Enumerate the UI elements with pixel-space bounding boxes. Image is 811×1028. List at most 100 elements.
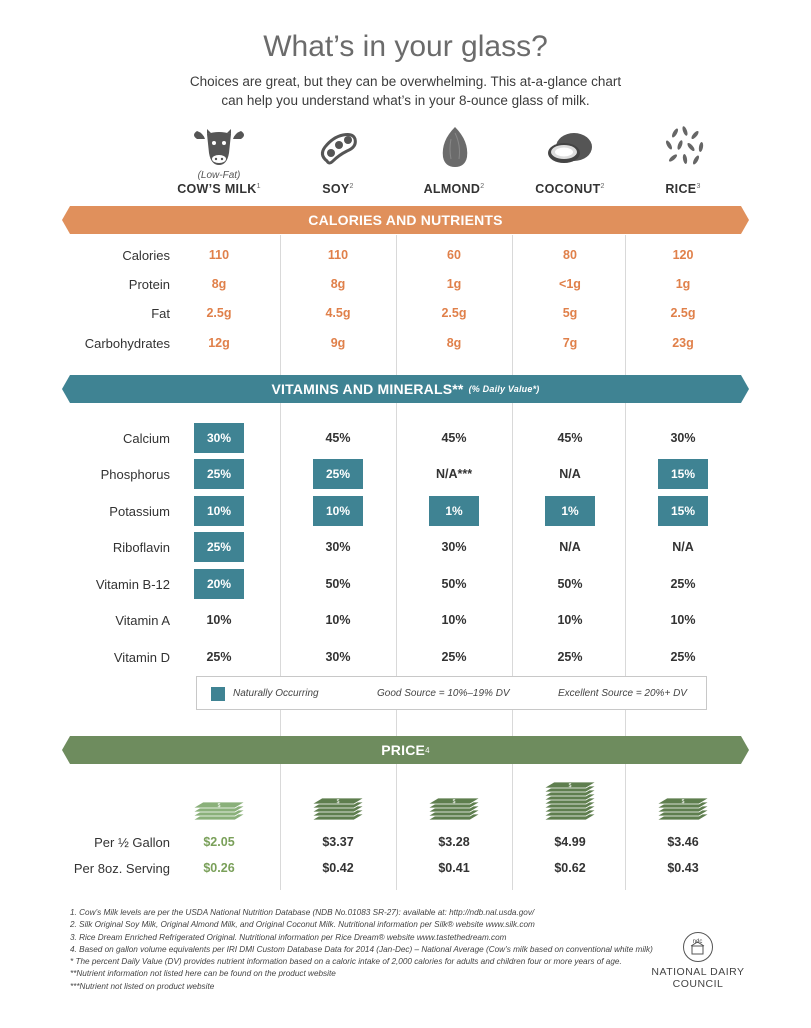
coconut-icon: [512, 125, 628, 169]
dollar-sign: $: [337, 799, 340, 805]
nutrient-value: 4.5g: [325, 306, 351, 320]
dollar-sign: $: [682, 799, 685, 805]
footnote: 1. Cow’s Milk levels are per the USDA Na…: [70, 908, 535, 917]
footnote: 3. Rice Dream Enriched Refrigerated Orig…: [70, 932, 507, 942]
nutrient-value: 1g: [446, 277, 462, 291]
vitamin-value: N/A: [672, 540, 694, 554]
soybean-icon: [281, 125, 397, 169]
page-title: What’s in your glass?: [263, 30, 548, 63]
money-stack-icon: $: [512, 772, 628, 824]
naturally-occurring-value: 1%: [429, 496, 479, 526]
footnote-ref: 2: [480, 182, 485, 190]
money-stack-icon: $: [161, 772, 277, 824]
footnote-ref: 4: [425, 745, 430, 755]
nutrient-value: 5g: [562, 306, 578, 320]
price-value: $0.62: [554, 861, 586, 875]
column-name: RICE: [665, 182, 697, 196]
price-band: PRICE 4: [62, 736, 749, 764]
column-name: COCONUT: [535, 182, 601, 196]
dollar-sign: $: [569, 783, 572, 789]
vitamin-value: N/A***: [435, 467, 473, 481]
footnotes: 1. Cow’s Milk levels are per the USDA Na…: [70, 907, 653, 993]
column-divider: [280, 235, 281, 890]
bill: [655, 797, 711, 805]
nutrient-value: 8g: [211, 277, 227, 291]
footnote: ***Nutrient not listed on product websit…: [70, 981, 215, 991]
band-note: (% Daily Value*): [468, 384, 540, 394]
vitamin-value: 25%: [670, 577, 696, 591]
nutrient-value: 7g: [562, 336, 578, 350]
naturally-occurring-value: 10%: [194, 496, 244, 526]
naturally-occurring-value: 15%: [658, 459, 708, 489]
naturally-occurring-value: 15%: [658, 496, 708, 526]
bill: [310, 797, 366, 805]
footnote: **Nutrient information not listed here c…: [70, 969, 336, 979]
naturally-occurring-value: 1%: [545, 496, 595, 526]
logo-line-2: COUNCIL: [672, 978, 724, 990]
cow-icon: [161, 125, 277, 169]
row-label: Vitamin D: [113, 650, 170, 665]
footnote: 2. Silk Original Soy Milk, Original Almo…: [70, 920, 535, 930]
row-label: Calcium: [123, 431, 170, 446]
nutrient-value: 60: [447, 248, 461, 262]
nutrient-value: 2.5g: [670, 306, 696, 320]
price-value: $4.99: [554, 835, 586, 849]
national-dairy-council-logo: ndc NATIONAL DAIRY COUNCIL: [648, 932, 748, 990]
price-value: $0.42: [322, 861, 354, 875]
footnote-ref: 2: [600, 182, 605, 190]
row-label: Per 8oz. Serving: [73, 861, 170, 876]
logo-line-1: NATIONAL DAIRY: [651, 966, 745, 978]
vitamin-value: 25%: [670, 650, 696, 664]
row-label: Potassium: [109, 504, 170, 519]
nutrient-value: 120: [672, 248, 694, 262]
vitamin-value: N/A: [559, 467, 581, 481]
column-subtitle: (Low-Fat): [197, 170, 241, 181]
price-value: $0.26: [203, 861, 235, 875]
vitamin-value: 45%: [325, 431, 351, 445]
footnote-ref: 3: [696, 182, 701, 190]
nutrient-value: 2.5g: [441, 306, 467, 320]
band-title: CALORIES AND NUTRIENTS: [308, 212, 503, 228]
vitamin-value: 25%: [206, 650, 232, 664]
row-label: Fat: [151, 306, 170, 321]
vitamin-value: 45%: [557, 431, 583, 445]
vitamin-value: 10%: [325, 613, 351, 627]
nutrient-value: <1g: [559, 277, 581, 291]
row-label: Calories: [122, 248, 170, 263]
price-value: $0.43: [667, 861, 699, 875]
column-header-soy: SOY2: [280, 182, 396, 196]
vitamin-value: 25%: [441, 650, 467, 664]
money-stack-icon: $: [396, 772, 512, 824]
naturally-occurring-value: 10%: [313, 496, 363, 526]
footnote: 4. Based on gallon volume equivalents pe…: [70, 944, 653, 954]
nutrient-value: 8g: [446, 336, 462, 350]
nutrient-value: 23g: [672, 336, 694, 350]
legend: Naturally Occurring Good Source = 10%–19…: [196, 676, 707, 710]
vitamin-value: 45%: [441, 431, 467, 445]
vitamin-value: 25%: [557, 650, 583, 664]
nutrient-value: 12g: [208, 336, 230, 350]
band-title: VITAMINS AND MINERALS**: [271, 381, 464, 397]
legend-swatch: [211, 687, 225, 701]
subtitle-line-1: Choices are great, but they can be overw…: [189, 74, 622, 89]
band-title: PRICE: [381, 742, 426, 758]
naturally-occurring-value: 25%: [194, 459, 244, 489]
row-label: Per ½ Gallon: [94, 835, 170, 850]
nutrient-value: 110: [327, 248, 349, 262]
vitamin-value: 50%: [557, 577, 583, 591]
footnote-ref: 1: [256, 182, 261, 190]
column-header-cows-milk: COW’S MILK1: [161, 182, 277, 196]
legend-good-source: Good Source = 10%–19% DV: [377, 688, 510, 699]
vitamin-value: 10%: [441, 613, 467, 627]
ndc-logo-mark: ndc: [683, 932, 713, 962]
dollar-sign: $: [218, 803, 221, 809]
vitamins-minerals-band: VITAMINS AND MINERALS** (% Daily Value*): [62, 375, 749, 403]
subtitle-line-2: can help you understand what’s in your 8…: [221, 93, 590, 108]
nutrient-value: 1g: [675, 277, 691, 291]
column-divider: [396, 235, 397, 890]
bill: [542, 781, 598, 789]
vitamin-value: 10%: [557, 613, 583, 627]
vitamin-value: 50%: [441, 577, 467, 591]
price-value: $3.37: [322, 835, 354, 849]
price-value: $3.46: [667, 835, 699, 849]
